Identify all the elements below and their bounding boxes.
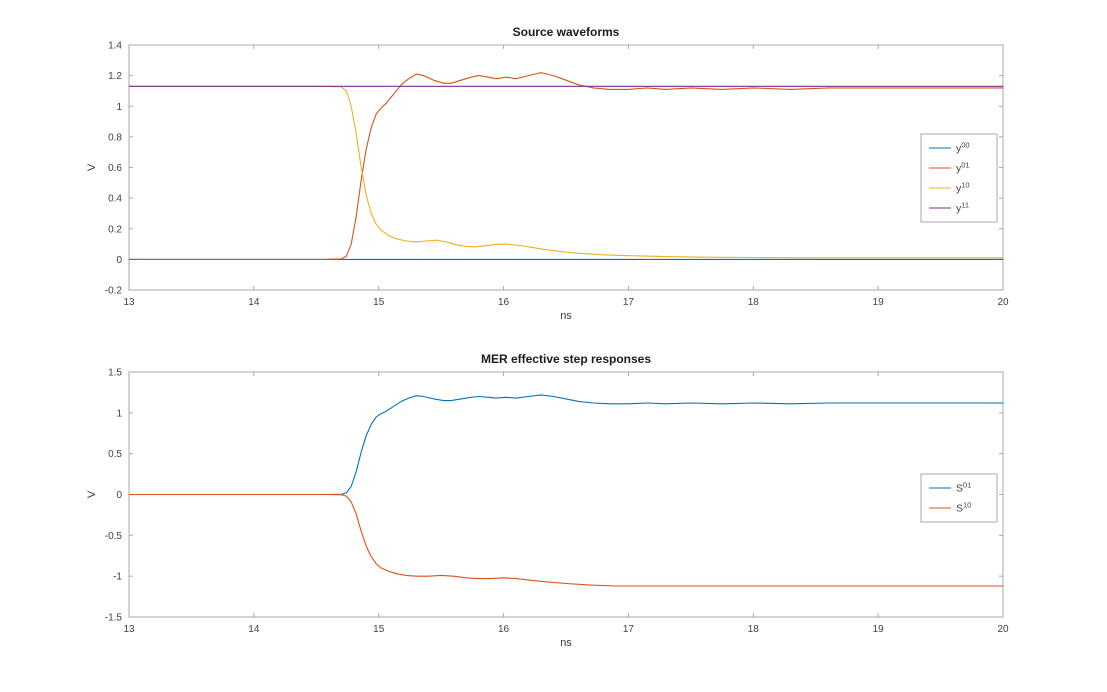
tick-labels: 13 14 15 16 17 18 19 20 -1.5 -1 -0.5 0 0.5 1 1.5 [105, 368, 1009, 636]
legend: y00 y01 y10 y11 [920, 133, 998, 223]
legend-entry-label: y01 [956, 161, 970, 175]
y-tick-label: 0.4 [108, 194, 122, 205]
x-tick-label: 19 [873, 297, 885, 308]
x-tick-label: 20 [997, 297, 1009, 308]
series-y10 [128, 85, 1004, 259]
x-tick-label: 18 [748, 297, 760, 308]
series-S10 [128, 493, 1004, 587]
tick-labels: 13 14 15 16 17 18 19 20 -0.2 0 0.2 0.4 0.6 0.8 1 1.2 1.4 [105, 41, 1009, 309]
y-tick-label: 1.4 [108, 41, 122, 52]
y-axis-label: V [86, 163, 98, 171]
y-tick-label: 0.6 [108, 163, 122, 174]
x-tick-label: 16 [498, 624, 510, 635]
legend-entry-label: y10 [956, 181, 970, 195]
y-tick-label: 1.2 [108, 71, 122, 82]
series-S01 [128, 394, 1004, 496]
x-tick-label: 15 [373, 624, 385, 635]
y-tick-label: 1 [116, 408, 122, 419]
legend-entry-label: S01 [956, 481, 971, 495]
x-tick-label: 14 [248, 624, 260, 635]
y-tick-label: -0.5 [105, 531, 123, 542]
x-axis-label: ns [560, 637, 572, 649]
legend-entry-label: S10 [956, 501, 971, 515]
legend-box [920, 473, 998, 523]
x-tick-label: 14 [248, 297, 260, 308]
chart-title: Source waveforms [513, 25, 620, 39]
x-tick-label: 17 [623, 624, 635, 635]
y-tick-label: -1.5 [105, 613, 123, 624]
x-tick-label: 17 [623, 297, 635, 308]
x-tick-label: 19 [873, 624, 885, 635]
y-tick-label: 1.5 [108, 368, 122, 379]
x-axis-label: ns [560, 310, 572, 322]
y-tick-label: 1 [116, 102, 122, 113]
x-tick-label: 18 [748, 624, 760, 635]
legend-box [920, 133, 998, 223]
chart-0: 13 14 15 16 17 18 19 20 -0.2 0 0.2 0.4 0.6 0.8 1 1.2 1.4… [86, 25, 1009, 322]
y-tick-label: 0.2 [108, 224, 122, 235]
plot-area [129, 45, 1003, 290]
y-tick-label: -1 [113, 572, 122, 583]
legend-entry-label: y00 [956, 141, 970, 155]
x-tick-label: 13 [123, 624, 135, 635]
y-tick-label: -0.2 [105, 286, 123, 297]
chart-1: 13 14 15 16 17 18 19 20 -1.5 -1 -0.5 0 0.5 1 1.5 MER ef… [86, 352, 1009, 649]
y-axis-label: V [86, 490, 98, 498]
series-y01 [128, 72, 1004, 260]
y-tick-label: 0 [116, 255, 122, 266]
y-tick-label: 0.5 [108, 449, 122, 460]
x-tick-label: 15 [373, 297, 385, 308]
x-tick-label: 13 [123, 297, 135, 308]
x-tick-label: 16 [498, 297, 510, 308]
legend-entry-label: y11 [956, 201, 969, 215]
axes-box [128, 44, 1004, 291]
x-tick-label: 20 [997, 624, 1009, 635]
y-tick-label: 0.8 [108, 132, 122, 143]
chart-title: MER effective step responses [481, 352, 651, 366]
y-tick-label: 0 [116, 490, 122, 501]
